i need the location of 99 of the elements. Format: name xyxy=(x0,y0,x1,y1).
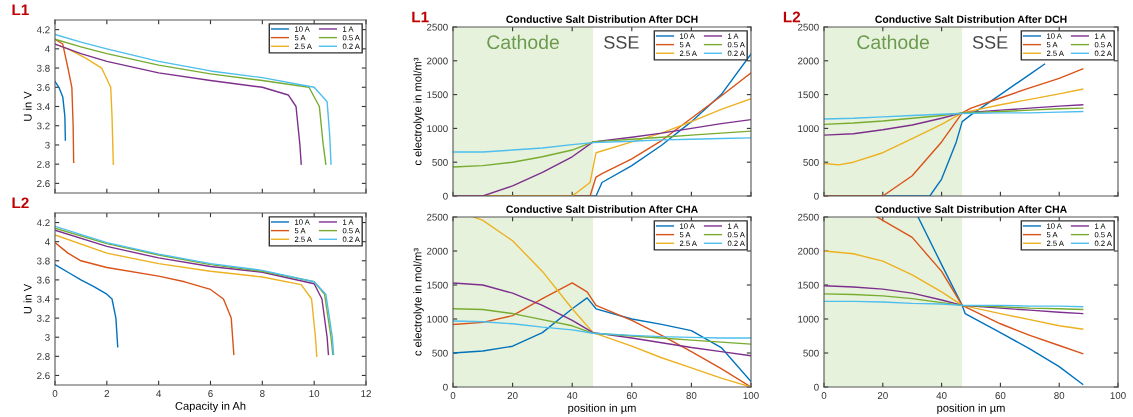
line-series xyxy=(55,241,235,356)
chart-subtitle: L1 xyxy=(12,4,29,16)
y-tick-label: 1500 xyxy=(427,281,448,289)
x-tick-label: 0 xyxy=(450,392,456,399)
line-series xyxy=(55,38,75,163)
y-tick-label: 2000 xyxy=(798,57,819,65)
line-series xyxy=(453,308,751,345)
y-tick-label: 2500 xyxy=(427,23,448,31)
line-series xyxy=(824,110,1084,120)
y-tick-label: 3.4 xyxy=(37,103,50,111)
x-tick-label: 60 xyxy=(995,392,1006,399)
y-tick-label: 3.8 xyxy=(37,257,50,265)
y-tick-label: 0 xyxy=(814,383,819,391)
x-tick-label: 4 xyxy=(156,390,162,397)
y-tick-label: 3 xyxy=(45,141,50,149)
y-tick-label: 3.8 xyxy=(37,64,50,72)
x-axis-title: position in µm xyxy=(568,403,636,415)
line-series xyxy=(917,217,1084,385)
x-tick-label: 8 xyxy=(260,390,265,397)
line-series xyxy=(453,282,751,357)
y-tick-label: 1000 xyxy=(798,125,819,133)
y-tick-label: 2500 xyxy=(427,213,448,221)
y-tick-label: 2000 xyxy=(427,247,448,255)
line-series xyxy=(453,130,751,168)
chart-subtitle: L2 xyxy=(783,11,801,23)
y-tick-label: 3.6 xyxy=(37,276,50,284)
x-tick-label: 10 xyxy=(309,390,320,397)
x-tick-label: 2 xyxy=(104,390,110,397)
line-series xyxy=(55,263,119,348)
line-series xyxy=(453,297,751,383)
line-series xyxy=(824,293,1084,311)
y-tick-label: 3.4 xyxy=(37,295,50,303)
y-tick-label: 500 xyxy=(803,158,819,166)
x-tick-label: 20 xyxy=(507,392,518,399)
y-tick-label: 1000 xyxy=(427,315,448,323)
line-series xyxy=(824,107,1084,126)
y-tick-label: 500 xyxy=(432,158,448,166)
y-tick-label: 2.6 xyxy=(37,180,50,188)
chart-subtitle: L2 xyxy=(12,197,29,209)
y-tick-label: 4 xyxy=(44,238,50,246)
x-tick-label: 60 xyxy=(626,392,637,399)
line-series xyxy=(876,217,1084,355)
x-axis-title: position in µm xyxy=(937,403,1005,415)
y-tick-label: 2.6 xyxy=(37,372,50,380)
y-tick-label: 2000 xyxy=(427,57,448,65)
y-tick-label: 0 xyxy=(443,192,448,200)
x-tick-label: 0 xyxy=(821,392,827,399)
y-axis-title: U in V xyxy=(23,91,32,121)
y-tick-label: 2500 xyxy=(798,23,819,31)
annotation: SSE xyxy=(972,35,1008,49)
x-tick-label: 80 xyxy=(686,392,697,399)
chart-subtitle: L1 xyxy=(412,11,429,23)
y-tick-label: 1000 xyxy=(798,315,819,323)
y-tick-label: 2.8 xyxy=(37,160,50,168)
line-series xyxy=(824,104,1084,136)
x-tick-label: 100 xyxy=(743,392,759,399)
y-tick-label: 4.2 xyxy=(36,219,50,227)
y-tick-label: 3.2 xyxy=(37,314,50,322)
x-tick-label: 40 xyxy=(567,392,578,399)
x-tick-label: 40 xyxy=(936,392,947,399)
x-tick-label: 12 xyxy=(361,390,371,397)
x-tick-label: 80 xyxy=(1054,392,1065,399)
x-tick-label: 20 xyxy=(877,392,888,399)
x-tick-label: 6 xyxy=(208,390,213,397)
y-tick-label: 1000 xyxy=(427,125,448,133)
line-series xyxy=(824,250,1084,330)
line-series xyxy=(55,80,67,141)
y-tick-label: 2.8 xyxy=(37,353,50,360)
x-axis-title: Capacity in Ah xyxy=(175,401,246,413)
y-tick-label: 3.6 xyxy=(37,84,50,91)
y-tick-label: 3 xyxy=(45,333,50,341)
y-tick-label: 500 xyxy=(803,349,819,357)
y-tick-label: 1500 xyxy=(798,91,819,99)
y-tick-label: 1500 xyxy=(798,281,819,289)
annotation: SSE xyxy=(604,35,639,49)
line-series xyxy=(824,284,1084,315)
chart-title: Conductive Salt Distribution After CHA xyxy=(875,205,1067,213)
y-axis-title: U in V xyxy=(23,283,32,314)
y-axis-title: c electrolyte in mol/m³ xyxy=(413,248,424,356)
y-tick-label: 2000 xyxy=(798,247,819,255)
chart-title: Conductive Salt Distribution After DCH xyxy=(506,15,698,23)
line-series xyxy=(453,137,751,153)
y-tick-label: 2500 xyxy=(798,213,819,221)
band-label: Cathode xyxy=(857,34,929,50)
y-tick-label: 4.2 xyxy=(36,26,50,34)
y-axis-title: c electrolyte in mol/m³ xyxy=(413,57,424,166)
y-tick-label: 4 xyxy=(44,45,50,53)
chart-title: Conductive Salt Distribution After CHA xyxy=(506,205,698,213)
band-label: Cathode xyxy=(487,34,559,50)
line-series xyxy=(824,88,1084,166)
line-series xyxy=(453,320,751,339)
x-tick-label: 100 xyxy=(1110,392,1126,399)
y-tick-label: 1500 xyxy=(427,91,448,99)
y-tick-label: 3.2 xyxy=(37,122,50,130)
y-tick-label: 0 xyxy=(443,383,448,391)
x-tick-label: 0 xyxy=(52,390,58,397)
chart-title: Conductive Salt Distribution After DCH xyxy=(875,15,1067,23)
y-tick-label: 500 xyxy=(432,349,448,357)
y-tick-label: 0 xyxy=(814,192,819,200)
